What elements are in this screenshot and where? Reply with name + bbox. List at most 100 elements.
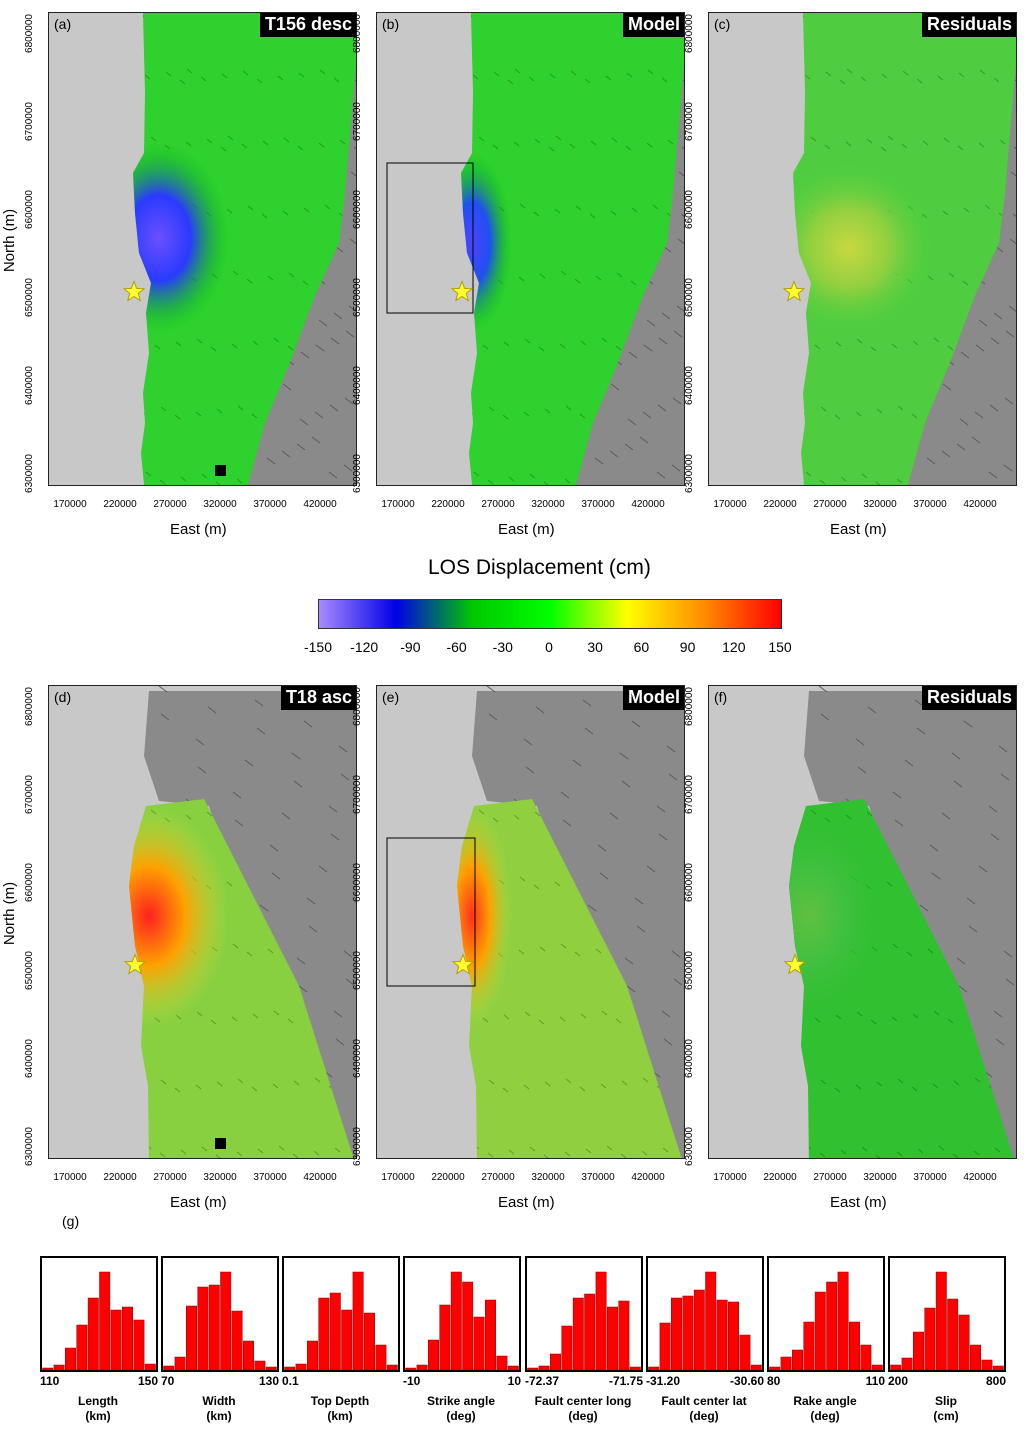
x-tick-label: 170000 bbox=[381, 499, 415, 510]
histogram-min-label: 110 bbox=[40, 1374, 60, 1388]
x-tick-label: 270000 bbox=[153, 1172, 187, 1183]
relief-line bbox=[624, 443, 634, 451]
relief-line bbox=[916, 727, 926, 735]
swath-texture bbox=[615, 345, 622, 351]
relief-line bbox=[867, 706, 877, 714]
swath-texture bbox=[896, 478, 903, 484]
swath-texture bbox=[231, 343, 238, 349]
swath-texture bbox=[334, 1147, 341, 1153]
relief-line bbox=[293, 780, 303, 788]
histogram-unit: (deg) bbox=[689, 1409, 719, 1423]
x-tick-label: 370000 bbox=[581, 499, 615, 510]
histogram-min-label: 0.1 bbox=[282, 1374, 299, 1388]
relief-line bbox=[259, 904, 269, 912]
histogram-min-label: 200 bbox=[888, 1374, 909, 1388]
relief-line bbox=[668, 773, 678, 781]
y-tick-label: 6700000 bbox=[683, 775, 695, 814]
histogram-bar bbox=[970, 1344, 981, 1370]
x-axis-label: East (m) bbox=[498, 521, 555, 538]
y-axis-label: North (m) bbox=[1, 881, 19, 946]
relief-line bbox=[892, 791, 902, 799]
swath-texture bbox=[999, 139, 1006, 145]
panel-c: (c) Residuals bbox=[708, 12, 1017, 486]
swath-texture bbox=[150, 136, 157, 142]
swath-texture bbox=[186, 68, 193, 74]
histogram-bar bbox=[174, 1356, 186, 1370]
relief-line bbox=[671, 464, 681, 472]
histogram-name: Strike angle bbox=[426, 1394, 496, 1408]
swath-texture bbox=[179, 79, 186, 85]
histogram-bar bbox=[496, 1355, 508, 1370]
relief-line bbox=[281, 450, 291, 458]
histogram-bar bbox=[780, 1356, 792, 1370]
swath-texture bbox=[251, 1086, 258, 1092]
histogram-bar bbox=[584, 1293, 596, 1370]
swath-texture bbox=[897, 1078, 904, 1084]
swath-texture bbox=[974, 1077, 981, 1083]
swath-texture bbox=[855, 1084, 862, 1090]
swath-texture bbox=[196, 338, 203, 344]
swath-texture bbox=[952, 1153, 959, 1158]
relief-line bbox=[587, 904, 597, 912]
histogram-name: Rake angle bbox=[793, 1394, 857, 1408]
histogram-bar bbox=[739, 1334, 751, 1370]
swath-texture bbox=[912, 340, 919, 346]
relief-line bbox=[330, 833, 340, 841]
histogram-name: Width bbox=[202, 1394, 236, 1408]
x-tick-label: 420000 bbox=[963, 1172, 997, 1183]
swath-texture bbox=[548, 146, 555, 152]
histogram-title: Rake angle (deg) bbox=[765, 1394, 885, 1424]
relief-line bbox=[560, 791, 570, 799]
swath-texture bbox=[216, 408, 223, 414]
x-tick-label: 270000 bbox=[481, 1172, 515, 1183]
y-tick-label: 6400000 bbox=[351, 366, 363, 405]
swath-texture bbox=[917, 1148, 924, 1154]
swath-texture bbox=[861, 1146, 868, 1152]
swath-texture bbox=[185, 141, 192, 147]
histogram-bar bbox=[981, 1359, 993, 1370]
swath-texture bbox=[601, 1010, 608, 1016]
relief-line bbox=[291, 752, 301, 760]
x-tick-label: 370000 bbox=[581, 1172, 615, 1183]
swath-texture bbox=[273, 337, 280, 343]
histogram-bar bbox=[538, 1365, 550, 1370]
relief-line bbox=[282, 383, 292, 391]
swath-texture bbox=[488, 1079, 495, 1085]
histogram-length bbox=[40, 1256, 158, 1372]
relief-line bbox=[624, 957, 634, 965]
swath-texture bbox=[226, 208, 233, 214]
swath-texture bbox=[814, 344, 821, 350]
swath-texture bbox=[543, 1154, 550, 1158]
y-tick-label: 6600000 bbox=[683, 190, 695, 229]
swath-texture bbox=[993, 77, 1000, 83]
relief-line bbox=[919, 904, 929, 912]
x-tick-label: 270000 bbox=[813, 1172, 847, 1183]
histogram-max-label: 110 bbox=[865, 1374, 885, 1388]
swath-texture bbox=[620, 1153, 627, 1158]
relief-line bbox=[627, 418, 637, 426]
histograms-label: (g) bbox=[62, 1213, 80, 1229]
swath-texture bbox=[611, 137, 618, 143]
swath-texture bbox=[195, 411, 202, 417]
swath-texture bbox=[549, 73, 556, 79]
epicenter-star-icon bbox=[123, 953, 147, 975]
y-tick-label: 6800000 bbox=[23, 687, 35, 726]
swath-texture bbox=[580, 340, 587, 346]
y-tick-label: 6800000 bbox=[683, 687, 695, 726]
colorbar-tick-label: -90 bbox=[400, 639, 421, 655]
reference-point-icon bbox=[215, 465, 226, 476]
panel-label: (e) bbox=[382, 689, 400, 705]
swath-texture bbox=[799, 1082, 806, 1088]
histogram-bar bbox=[682, 1295, 694, 1370]
deformation-lobe bbox=[789, 806, 889, 1026]
histogram-top-depth bbox=[282, 1256, 400, 1372]
swath-texture bbox=[339, 139, 346, 145]
swath-texture bbox=[896, 1151, 903, 1157]
swath-texture bbox=[503, 341, 510, 347]
relief-line bbox=[661, 1010, 671, 1018]
x-tick-label: 220000 bbox=[103, 499, 137, 510]
swath-texture bbox=[154, 344, 161, 350]
swath-texture bbox=[580, 1013, 587, 1019]
swath-texture bbox=[215, 481, 222, 485]
swath-texture bbox=[513, 141, 520, 147]
